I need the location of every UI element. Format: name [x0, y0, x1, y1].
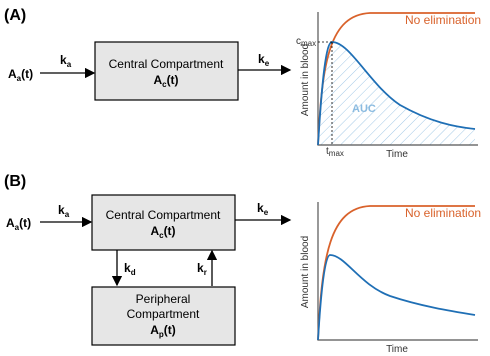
text-part: A [6, 216, 15, 230]
text-part: k [58, 203, 65, 217]
y-axis-label: Amount in blood [300, 44, 311, 116]
no-elimination-curve [317, 205, 475, 341]
box-title: Compartment [127, 307, 200, 321]
legend-label: No elimination [405, 13, 481, 27]
central-box [91, 194, 236, 251]
text-part: e [265, 59, 270, 68]
rate-label: ka [60, 53, 72, 69]
text-part: a [15, 223, 20, 232]
text-part: max [301, 39, 316, 48]
input-label: Aa(t) [8, 67, 33, 83]
box-amount: Ac(t) [150, 224, 175, 240]
text-part: A [150, 323, 159, 337]
text-part: a [67, 60, 72, 69]
text-part: k [197, 261, 204, 275]
text-part: d [131, 268, 136, 277]
text-part: e [264, 208, 269, 217]
rate-label: ka [58, 203, 70, 219]
input-label: Aa(t) [6, 216, 31, 232]
text-part: k [257, 201, 264, 215]
box-amount: Ap(t) [150, 323, 176, 339]
rate-label: ke [257, 201, 269, 217]
central-box [94, 41, 239, 101]
box-amount: Ac(t) [153, 73, 178, 89]
x-axis-label: Time [386, 344, 408, 355]
panel-label: (B) [4, 173, 26, 190]
axes [317, 202, 478, 341]
x-axis-label: Time [386, 149, 408, 160]
peripheral-box [91, 286, 236, 346]
box-title: Central Compartment [109, 57, 224, 71]
tmax-label: tmax [326, 146, 344, 158]
text-part: a [17, 74, 22, 83]
rate-label: kd [124, 261, 136, 277]
text-part: k [60, 53, 67, 67]
text-part: c [296, 36, 301, 47]
text-part: A [153, 73, 162, 87]
elimination-curve [317, 41, 476, 146]
auc-area [318, 42, 475, 145]
text-part: c [162, 80, 167, 89]
text-part: k [258, 52, 265, 66]
text-part: (t) [19, 216, 31, 230]
text-part: k [124, 261, 131, 275]
text-part: (t) [21, 67, 33, 81]
text-part: A [8, 67, 17, 81]
cmax-label: cmax [296, 36, 316, 48]
text-part: (t) [167, 73, 179, 87]
text-part: c [159, 231, 164, 240]
box-title: Central Compartment [106, 208, 221, 222]
text-part: a [65, 210, 70, 219]
text-part: t [326, 146, 329, 157]
elimination-curve [317, 254, 476, 341]
auc-label: AUC [352, 103, 376, 115]
text-part: r [204, 268, 207, 277]
text-part: p [159, 330, 164, 339]
rate-label: ke [258, 52, 270, 68]
text-part: (t) [164, 323, 176, 337]
legend-label: No elimination [405, 206, 481, 220]
rate-label: kr [197, 261, 207, 277]
text-part: max [329, 149, 344, 158]
text-part: A [150, 224, 159, 238]
y-axis-label: Amount in blood [300, 236, 311, 308]
box-title: Peripheral [136, 292, 191, 306]
panel-label: (A) [4, 7, 26, 24]
text-part: (t) [164, 224, 176, 238]
